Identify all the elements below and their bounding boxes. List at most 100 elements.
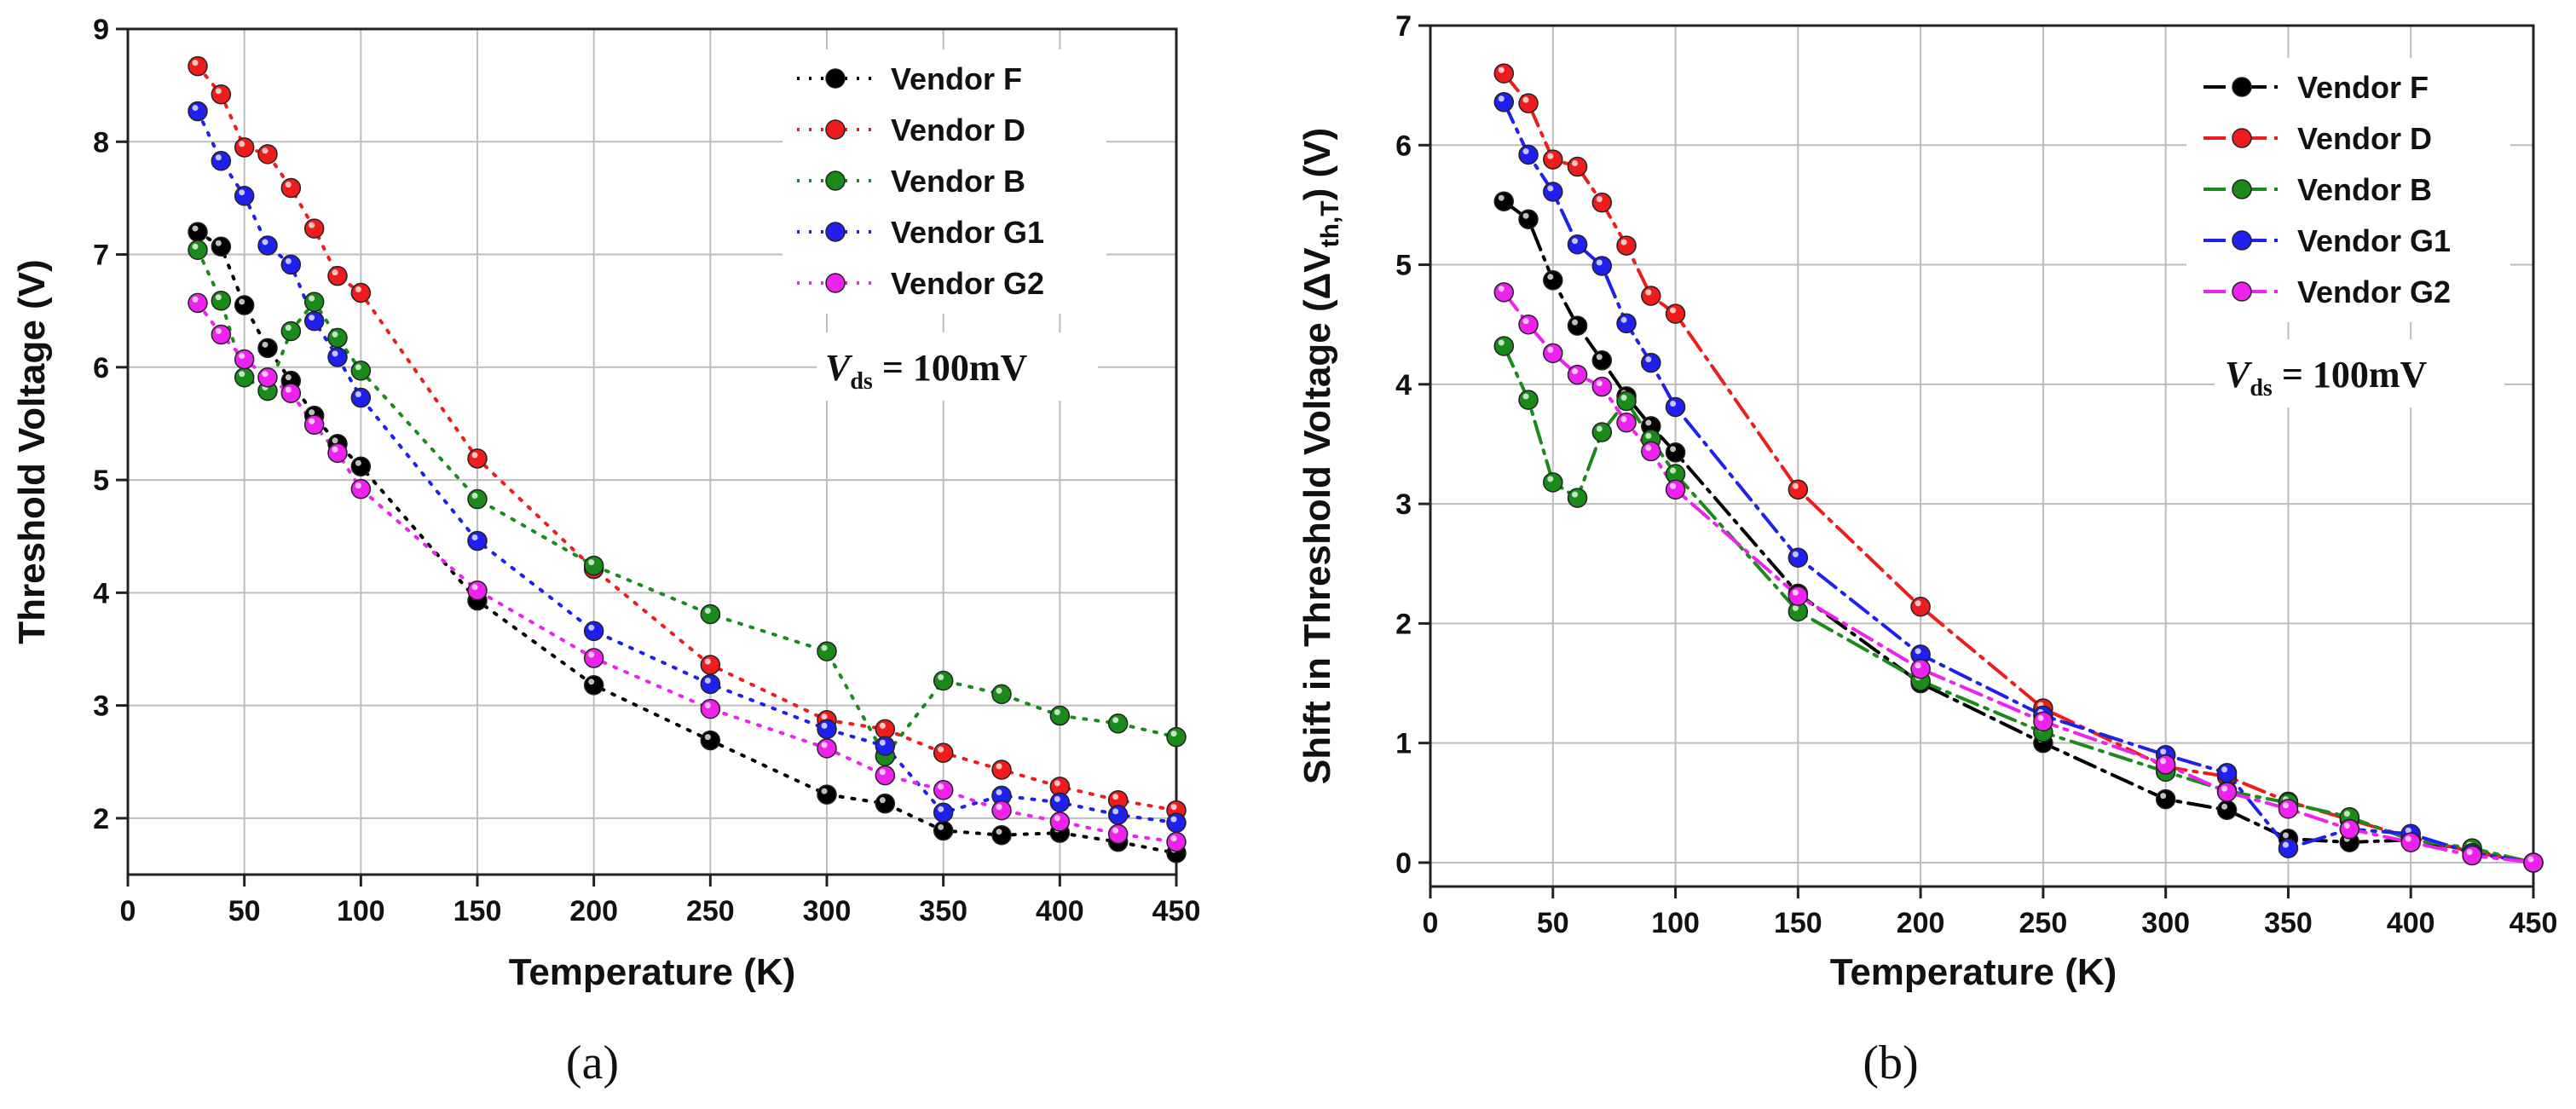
chart-a-point-highlight <box>1170 804 1177 811</box>
chart-a-point-vendor-d <box>303 218 325 239</box>
chart-a-point-highlight <box>588 679 595 685</box>
chart-a-point-highlight <box>879 739 886 746</box>
chart-b-point-highlight <box>1498 339 1505 346</box>
chart-a-point-highlight <box>309 315 315 321</box>
chart-a-point-highlight <box>704 677 711 684</box>
chart-a-point-highlight <box>215 240 222 246</box>
chart-b-point-vendor-b <box>1543 472 1563 493</box>
chart-a-point-vendor-g2 <box>1107 823 1129 845</box>
chart-a-point-highlight <box>192 243 199 250</box>
chart-a-point-vendor-g1 <box>1166 812 1187 833</box>
chart-b-point-vendor-b <box>1567 488 1588 508</box>
chart-a-point-vendor-g1 <box>1107 805 1129 825</box>
chart-a-point-vendor-d <box>350 282 372 303</box>
chart-a-legend: Vendor F Vendor D Vendor B Vendor G1 Vendor … <box>783 49 1106 314</box>
chart-a-point-highlight <box>471 534 478 540</box>
chart-a-point-vendor-f <box>188 222 208 242</box>
chart-a-point-vendor-b <box>350 361 372 381</box>
chart-b-point-vendor-g2 <box>2155 754 2176 775</box>
chart-b-point-highlight <box>1547 153 1554 159</box>
chart-b-point-highlight <box>1498 286 1505 292</box>
chart-a-point-highlight <box>938 806 944 812</box>
chart-b-x-tick-label: 50 <box>1537 907 1569 939</box>
chart-b-x-axis-title: Temperature (K) <box>1830 951 2117 993</box>
chart-a-legend-vendor-d-marker <box>825 119 846 140</box>
chart-a-point-vendor-g2 <box>280 383 302 403</box>
chart-b-legend-vendor-g2-marker <box>2232 281 2252 302</box>
chart-a-point-highlight <box>938 674 944 681</box>
chart-b-point-highlight <box>1645 444 1652 451</box>
chart-a-point-vendor-d <box>211 84 232 105</box>
chart-b-point-vendor-g1 <box>1591 256 1613 276</box>
chart-a-point-vendor-b <box>234 367 255 388</box>
chart-b-point-highlight <box>1792 551 1799 557</box>
chart-b-point-highlight <box>1547 346 1554 353</box>
chart-b-point-highlight <box>2466 849 2473 856</box>
chart-b-legend-vendor-f-label: Vendor F <box>2297 70 2429 105</box>
chart-a-point-highlight <box>1054 795 1060 802</box>
chart-b-point-vendor-d <box>1665 303 1686 324</box>
chart-b-point-vendor-g2 <box>2339 818 2360 840</box>
chart-b-point-highlight <box>1547 476 1554 482</box>
chart-b-point-vendor-f <box>1493 191 1515 211</box>
chart-a-point-highlight <box>471 584 478 591</box>
chart-b-point-vendor-d <box>1543 149 1563 170</box>
chart-b-annotation: Vds = 100mV <box>2225 354 2428 401</box>
chart-a-point-highlight <box>704 607 711 614</box>
chart-a-point-vendor-f <box>875 793 896 814</box>
chart-a-y-tick-label: 6 <box>93 352 109 384</box>
chart-b-y-tick-label: 0 <box>1395 847 1412 880</box>
chart-a-y-tick-label: 3 <box>93 690 109 723</box>
chart-b-point-vendor-g2 <box>1543 343 1563 364</box>
chart-b-point-highlight <box>2221 785 2228 792</box>
chart-a-point-vendor-b <box>991 684 1012 705</box>
chart-a-annotation-main: V <box>825 347 853 389</box>
chart-b-point-highlight <box>1547 185 1554 192</box>
chart-a-point-vendor-f <box>257 338 278 359</box>
chart-b-point-highlight <box>1670 482 1677 489</box>
chart-a-point-highlight <box>192 60 199 66</box>
chart-a-point-vendor-b <box>1107 713 1129 734</box>
chart-b-y-tick-label: 4 <box>1395 369 1412 401</box>
chart-a-point-highlight <box>704 658 711 665</box>
chart-a-point-vendor-d <box>257 144 278 165</box>
chart-a-point-highlight <box>355 391 361 398</box>
chart-a-point-highlight <box>215 88 222 95</box>
chart-a-point-highlight <box>1054 709 1060 716</box>
chart-a-legend-vendor-f-marker <box>825 68 846 89</box>
chart-b-point-highlight <box>1670 467 1677 474</box>
chart-b-point-highlight <box>1645 419 1652 426</box>
chart-b-point-vendor-d <box>1788 479 1809 500</box>
chart-a-point-highlight <box>879 722 886 729</box>
chart-a-y-tick-label: 2 <box>93 803 109 835</box>
chart-a-point-highlight <box>821 788 828 794</box>
chart-b-legend-vendor-b-label: Vendor B <box>2297 172 2432 207</box>
chart-b-point-highlight <box>1645 289 1652 296</box>
chart-a-annotation: Vds = 100mV <box>825 347 1028 395</box>
chart-a-point-vendor-g2 <box>211 324 232 345</box>
chart-b-x-tick-label: 200 <box>1897 907 1945 939</box>
chart-b-point-highlight <box>1596 196 1603 203</box>
chart-b-point-highlight <box>1596 425 1603 432</box>
chart-a-x-tick-label: 150 <box>453 895 502 927</box>
chart-a-point-highlight <box>1170 835 1177 842</box>
chart-b-x-tick-label: 250 <box>2019 907 2068 939</box>
chart-b-point-highlight <box>2343 811 2350 817</box>
chart-b-point-highlight <box>1522 148 1529 154</box>
chart-b-point-vendor-d <box>1641 286 1661 306</box>
chart-b-point-highlight <box>1498 95 1505 102</box>
chart-a-point-highlight <box>192 225 199 232</box>
chart-a-y-tick-label: 9 <box>93 14 109 46</box>
chart-a-y-tick-label: 8 <box>93 126 109 159</box>
chart-b-point-highlight <box>1522 393 1529 400</box>
chart-b-point-vendor-g2 <box>2462 845 2482 866</box>
chart-b-point-vendor-g2 <box>2216 782 2238 802</box>
chart-b-point-vendor-d <box>1567 156 1588 177</box>
chart-b-x-tick-label: 450 <box>2510 907 2558 939</box>
chart-b-point-highlight <box>1620 416 1627 423</box>
chart-b-legend-vendor-f-marker <box>2232 77 2252 97</box>
chart-b-point-highlight <box>1915 662 1921 669</box>
chart-b: 0 50 100 150 200 250 300 350 400 450 0 1 2 3 4 5 6 7 Vend… <box>1297 10 2557 1089</box>
chart-b-point-vendor-g2 <box>2523 852 2544 873</box>
chart-a-y-tick-label: 4 <box>93 577 109 609</box>
